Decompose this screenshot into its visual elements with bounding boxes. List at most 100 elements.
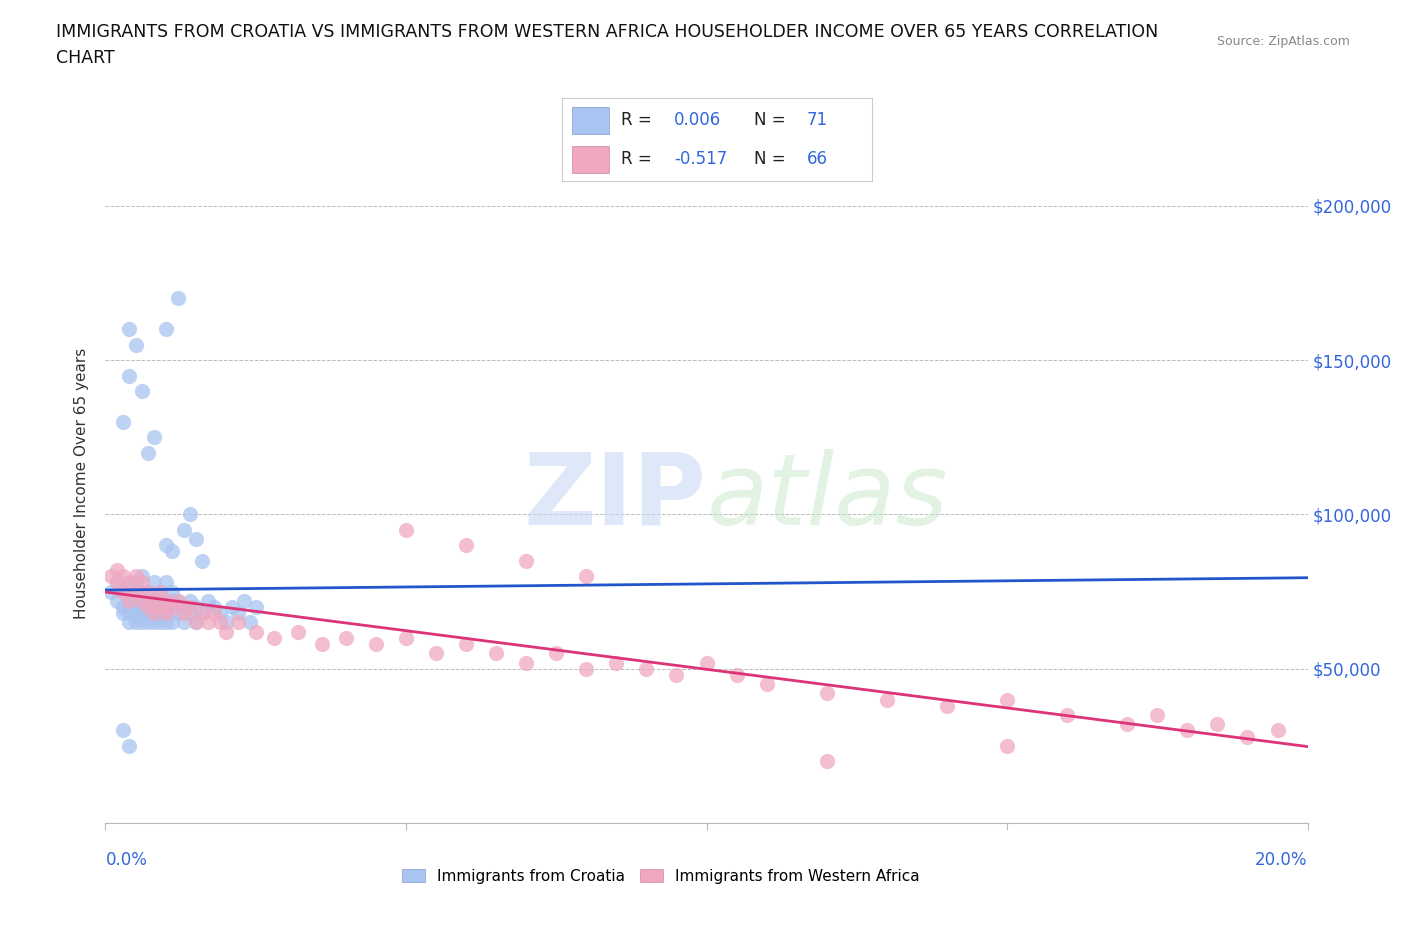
Point [202,600,225,615]
Point [575,661,598,676]
Text: R =: R = [621,150,657,167]
Point [155,322,177,337]
Text: N =: N = [754,150,792,167]
Point [100,584,122,599]
Point [1236,729,1258,744]
Point [214,615,236,630]
Point [155,593,177,608]
Point [245,600,267,615]
Point [1116,717,1139,732]
Point [124,569,146,584]
Point [190,605,212,620]
Point [1056,708,1078,723]
Y-axis label: Householder Income Over 65 years: Householder Income Over 65 years [75,348,90,619]
Point [136,593,159,608]
Point [142,605,165,620]
Point [118,368,141,383]
Point [160,593,183,608]
Point [136,615,159,630]
Point [118,593,141,608]
Point [148,593,170,608]
FancyBboxPatch shape [572,107,609,134]
Point [136,605,159,620]
Point [131,615,153,630]
Point [131,383,153,398]
Text: CHART: CHART [56,49,115,67]
Text: 20.0%: 20.0% [1256,851,1308,870]
Point [184,600,207,615]
Point [245,624,267,639]
Point [179,600,201,615]
Point [546,646,568,661]
Point [112,584,135,599]
Text: N =: N = [754,112,792,129]
Text: IMMIGRANTS FROM CROATIA VS IMMIGRANTS FROM WESTERN AFRICA HOUSEHOLDER INCOME OVE: IMMIGRANTS FROM CROATIA VS IMMIGRANTS FR… [56,23,1159,41]
Point [148,600,170,615]
Point [112,600,135,615]
Point [173,615,195,630]
Point [124,600,146,615]
Point [335,631,357,645]
Point [131,593,153,608]
Point [155,538,177,552]
Point [665,668,688,683]
Point [232,593,254,608]
Point [454,538,477,552]
Point [155,593,177,608]
Point [197,593,219,608]
Point [184,615,207,630]
Point [815,754,838,769]
Point [124,593,146,608]
Point [1146,708,1168,723]
Point [155,600,177,615]
Text: -0.517: -0.517 [673,150,727,167]
Point [136,584,159,599]
Point [515,655,537,670]
Point [575,569,598,584]
Point [1175,723,1198,737]
Point [166,593,188,608]
Point [131,605,153,620]
Point [136,445,159,460]
Point [995,738,1018,753]
Point [166,605,188,620]
Point [239,615,262,630]
Point [179,507,201,522]
Point [184,532,207,547]
Legend: Immigrants from Croatia, Immigrants from Western Africa: Immigrants from Croatia, Immigrants from… [395,862,927,890]
Point [173,523,195,538]
Point [131,593,153,608]
Point [107,593,129,608]
Point [605,655,627,670]
Point [148,584,170,599]
Point [696,655,718,670]
Point [136,600,159,615]
Point [160,615,183,630]
Point [131,600,153,615]
Point [155,605,177,620]
Point [148,615,170,630]
Point [112,569,135,584]
Text: R =: R = [621,112,657,129]
Point [124,584,146,599]
Point [124,615,146,630]
FancyBboxPatch shape [572,146,609,173]
Point [112,415,135,430]
Point [454,637,477,652]
Point [876,692,898,707]
Point [124,584,146,599]
Point [395,631,418,645]
Point [160,584,183,599]
Text: 0.0%: 0.0% [105,851,148,870]
Point [142,605,165,620]
Point [1206,717,1229,732]
Point [131,569,153,584]
Point [118,575,141,590]
Point [515,553,537,568]
Point [395,523,418,538]
Point [197,615,219,630]
Point [173,605,195,620]
Point [100,569,122,584]
Text: ZIP: ZIP [523,448,707,546]
Point [214,624,236,639]
